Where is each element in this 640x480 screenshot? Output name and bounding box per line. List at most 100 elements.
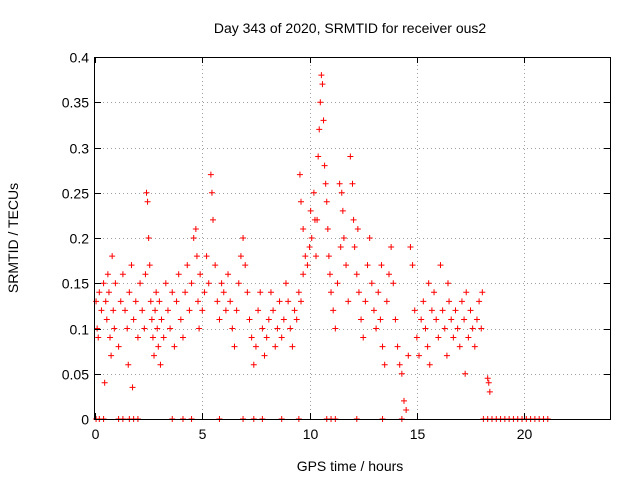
data-point [473,316,480,323]
data-point [413,334,420,341]
data-point [261,352,268,359]
data-point [381,361,388,368]
data-point [246,316,253,323]
data-point [160,334,167,341]
data-point [485,379,492,386]
data-point [336,180,343,187]
data-point [310,189,317,196]
data-point [122,307,129,314]
data-point [345,298,352,305]
data-point [146,262,153,269]
data-point [201,289,208,296]
data-point [145,235,152,241]
data-point [314,216,321,223]
data-point [212,262,219,269]
data-point [227,298,234,305]
data-point [343,262,350,269]
data-point [416,352,423,359]
data-point [203,253,210,260]
data-point [242,262,249,269]
data-point [313,253,320,260]
data-point [153,289,160,296]
data-point [411,307,418,314]
chart-title: Day 343 of 2020, SRMTID for receiver ous… [214,20,487,36]
data-point [320,117,327,124]
data-point [184,262,191,269]
data-point [115,343,122,350]
data-point [454,325,461,332]
data-point [424,343,431,350]
data-point [151,352,158,359]
data-point [398,370,405,377]
data-point [334,280,341,287]
data-point [443,352,450,359]
data-point [321,162,328,169]
data-points [93,72,551,422]
data-point [167,325,174,332]
data-point [394,343,401,350]
data-point [316,126,323,133]
data-point [137,280,144,287]
data-point [304,262,311,269]
data-point [147,298,154,305]
data-point [317,99,324,106]
data-point [405,352,412,359]
data-point [263,334,270,341]
data-point [291,307,298,314]
data-point [360,334,367,341]
x-tick-label: 10 [303,426,319,442]
data-point [420,298,427,305]
data-point [229,325,236,332]
y-tick-label: 0 [81,412,89,428]
y-tick-label: 0.1 [70,322,90,338]
data-point [94,325,101,332]
data-point [351,244,358,251]
data-point [289,343,296,350]
data-point [93,298,100,305]
data-point [437,262,444,269]
data-point [192,225,199,232]
plot-frame [94,57,611,420]
data-point [349,180,356,187]
data-point [207,171,214,178]
data-point [199,307,206,314]
data-point [267,289,274,296]
data-point [471,343,478,350]
data-point [323,198,330,205]
data-point [298,298,304,305]
data-point [95,334,102,341]
data-point [117,298,124,305]
data-point [143,189,150,196]
data-point [103,316,110,323]
data-point [362,298,369,305]
data-point [272,343,279,350]
data-point [255,307,262,314]
data-point [237,253,244,260]
data-point [257,289,264,296]
data-point [190,235,197,241]
y-tick-label: 0.25 [62,186,89,202]
data-point [110,307,117,314]
x-tick-label: 0 [92,426,100,442]
data-point [478,325,485,332]
data-point [188,280,195,287]
data-point [355,289,362,296]
data-point [465,334,472,341]
data-point [366,235,373,241]
data-point [337,244,344,251]
data-point [142,271,149,278]
data-point [101,379,108,386]
data-point [461,316,468,323]
data-point [105,289,112,296]
data-point [353,271,360,278]
data-point [418,316,425,323]
data-point [129,384,136,391]
data-point [300,271,307,278]
data-point [96,289,103,296]
data-point [328,289,335,296]
data-point [373,325,380,332]
data-point [282,280,289,287]
data-point [339,207,346,214]
y-tick-label: 0.2 [70,231,90,247]
data-point [396,361,403,368]
